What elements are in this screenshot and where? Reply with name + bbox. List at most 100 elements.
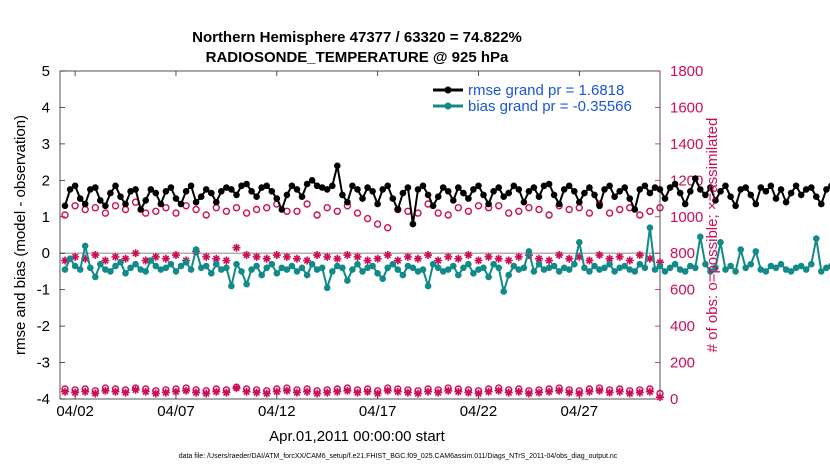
- rmse-point: [132, 186, 139, 193]
- obs-assimilated-point: [534, 254, 543, 263]
- bias-point: [591, 262, 598, 270]
- rmse-point: [334, 162, 341, 170]
- bias-point: [545, 264, 553, 272]
- bias-point: [213, 260, 220, 268]
- obs-assimilated-point: [363, 387, 372, 396]
- rmse-point: [323, 186, 331, 193]
- rmse-point: [218, 188, 225, 195]
- x-tick-label: 04/22: [460, 403, 498, 420]
- rmse-point: [359, 195, 366, 202]
- obs-assimilated-point: [494, 386, 503, 395]
- obs-assimilated-point: [81, 254, 90, 263]
- rmse-point: [258, 184, 266, 191]
- bias-point: [157, 266, 165, 273]
- obs-assimilated-point: [272, 251, 281, 260]
- rmse-point: [439, 184, 447, 191]
- obs-possible-point: [636, 211, 644, 219]
- obs-assimilated-point: [565, 388, 574, 397]
- obs-assimilated-point: [625, 389, 634, 398]
- bias-point: [687, 262, 694, 270]
- rmse-point: [112, 182, 119, 190]
- obs-assimilated-point: [363, 256, 372, 265]
- obs-assimilated-point: [474, 389, 483, 398]
- bias-point: [298, 264, 306, 272]
- bias-point: [621, 262, 628, 270]
- left-tick-label: -3: [37, 355, 50, 372]
- rmse-point: [823, 186, 830, 193]
- rmse-point: [172, 195, 180, 202]
- obs-assimilated-point: [303, 387, 312, 396]
- obs-assimilated-point: [202, 252, 211, 261]
- rmse-point: [611, 193, 618, 200]
- bias-point: [697, 233, 704, 241]
- rmse-point: [202, 186, 210, 193]
- rmse-point: [702, 191, 709, 199]
- bias-point: [318, 264, 326, 272]
- obs-assimilated-point: [524, 389, 533, 398]
- rmse-point: [641, 182, 649, 190]
- obs-possible-point: [152, 207, 160, 216]
- bias-point: [97, 260, 104, 268]
- x-tick-label: 04/27: [561, 403, 599, 420]
- rmse-point: [621, 184, 628, 191]
- bias-point: [228, 282, 235, 290]
- bias-point: [429, 260, 437, 268]
- bias-point: [288, 262, 296, 270]
- rmse-point: [152, 189, 160, 197]
- rmse-point: [520, 198, 528, 206]
- bias-point: [475, 266, 482, 273]
- obs-assimilated-point: [282, 252, 291, 261]
- bias-point: [172, 268, 180, 275]
- bias-point: [596, 266, 603, 273]
- bias-point: [792, 264, 800, 272]
- obs-possible-point: [242, 209, 251, 217]
- rmse-point: [399, 189, 407, 197]
- rmse-point: [752, 200, 760, 208]
- bias-point: [323, 284, 331, 292]
- obs-possible-point: [585, 209, 594, 217]
- bias-point: [581, 264, 588, 272]
- rmse-point: [460, 189, 467, 197]
- bias-point: [313, 266, 321, 273]
- obs-assimilated-point: [373, 389, 382, 398]
- bias-point: [208, 270, 215, 277]
- rmse-point: [288, 182, 296, 190]
- rmse-point: [283, 191, 291, 199]
- bias-point: [465, 260, 472, 268]
- rmse-point: [61, 202, 69, 210]
- obs-possible-point: [616, 205, 624, 214]
- bias-point: [434, 264, 442, 272]
- x-tick-label: 04/12: [258, 403, 296, 420]
- rmse-point: [404, 184, 412, 191]
- obs-assimilated-point: [61, 387, 70, 396]
- bias-point: [364, 264, 371, 272]
- bias-point: [525, 248, 533, 255]
- left-tick-label: 1: [42, 209, 50, 226]
- rmse-point: [268, 188, 276, 195]
- obs-assimilated-point: [434, 388, 443, 397]
- bias-point: [762, 268, 770, 275]
- bias-point: [787, 268, 795, 275]
- obs-assimilated-point: [151, 389, 160, 398]
- obs-possible-point: [434, 209, 442, 217]
- rmse-point: [802, 186, 810, 193]
- obs-assimilated-point: [565, 254, 574, 263]
- legend-marker-rmse: [444, 86, 452, 94]
- bias-point: [87, 264, 94, 272]
- rmse-point: [550, 191, 558, 199]
- obs-assimilated-point: [353, 388, 362, 397]
- rmse-point: [762, 188, 770, 195]
- obs-assimilated-point: [615, 252, 624, 261]
- bias-point: [167, 260, 175, 268]
- obs-possible-point: [222, 207, 231, 216]
- rmse-point: [671, 180, 679, 188]
- left-tick-label: 2: [42, 172, 50, 189]
- bias-point: [409, 264, 417, 272]
- rmse-point: [137, 206, 144, 213]
- obs-possible-point: [101, 209, 110, 217]
- obs-assimilated-point: [585, 387, 594, 396]
- obs-assimilated-point: [131, 249, 140, 258]
- bias-point: [717, 239, 724, 246]
- obs-assimilated-point: [151, 252, 160, 261]
- obs-assimilated-point: [575, 389, 584, 398]
